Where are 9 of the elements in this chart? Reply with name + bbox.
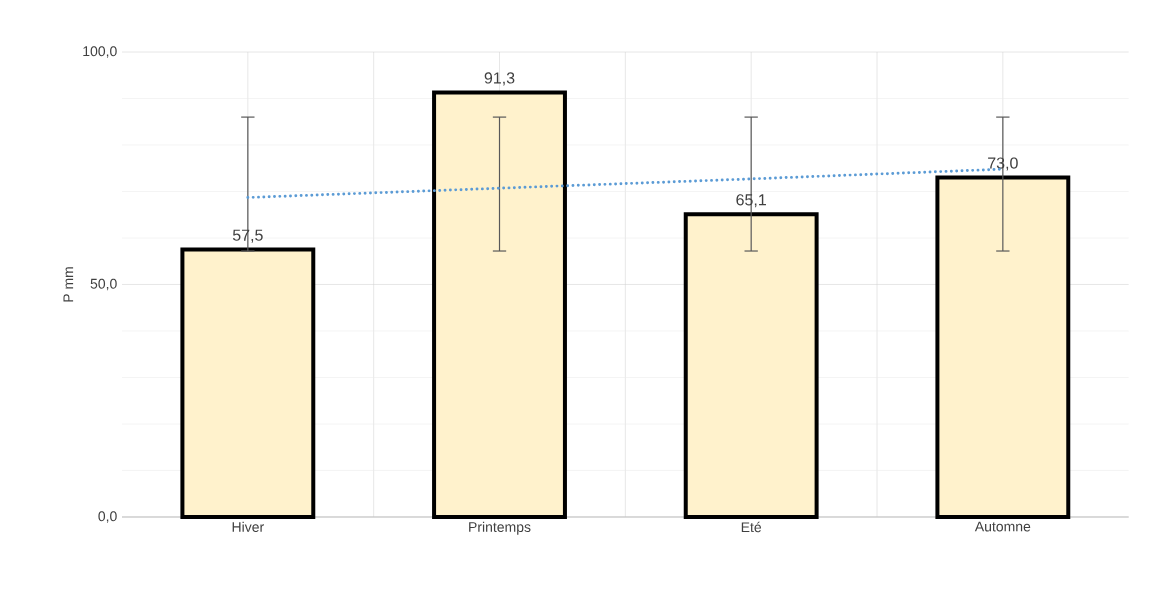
- data-label: 91,3: [484, 72, 515, 86]
- y-tick-label: 100,0: [83, 46, 117, 58]
- x-tick-label: Printemps: [469, 521, 531, 535]
- y-tick-label: 0,0: [98, 511, 117, 523]
- x-tick-label: Eté: [741, 521, 762, 533]
- x-tick-label: Hiver: [232, 521, 264, 532]
- x-tick-label: Automne: [974, 521, 1031, 532]
- y-axis-title: P mm: [63, 267, 74, 302]
- y-tick-label: 50,0: [90, 278, 117, 291]
